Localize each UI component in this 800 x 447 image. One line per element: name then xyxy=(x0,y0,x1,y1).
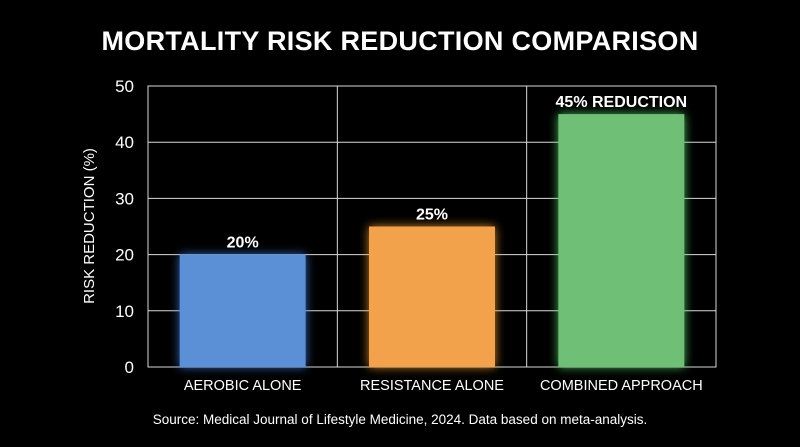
bar xyxy=(179,254,306,367)
bar-data-label: 25% xyxy=(416,207,448,224)
x-tick-label: AEROBIC ALONE xyxy=(184,378,302,394)
y-tick-label: 30 xyxy=(115,189,134,208)
y-tick-label: 40 xyxy=(115,133,134,152)
y-tick-label: 0 xyxy=(125,358,134,377)
x-tick-label: RESISTANCE ALONE xyxy=(360,378,504,394)
bar-data-label: 45% REDUCTION xyxy=(556,94,688,111)
bar xyxy=(369,226,495,367)
bar xyxy=(558,114,685,367)
y-tick-label: 20 xyxy=(115,246,134,265)
chart-title: MORTALITY RISK REDUCTION COMPARISON xyxy=(101,26,699,56)
source-note: Source: Medical Journal of Lifestyle Med… xyxy=(152,412,648,427)
y-tick-label: 10 xyxy=(115,302,134,321)
y-axis-label: RISK REDUCTION (%) xyxy=(81,148,98,304)
y-tick-label: 50 xyxy=(115,77,134,96)
bar-data-label: 20% xyxy=(227,235,259,252)
x-tick-label: COMBINED APPROACH xyxy=(540,378,703,394)
